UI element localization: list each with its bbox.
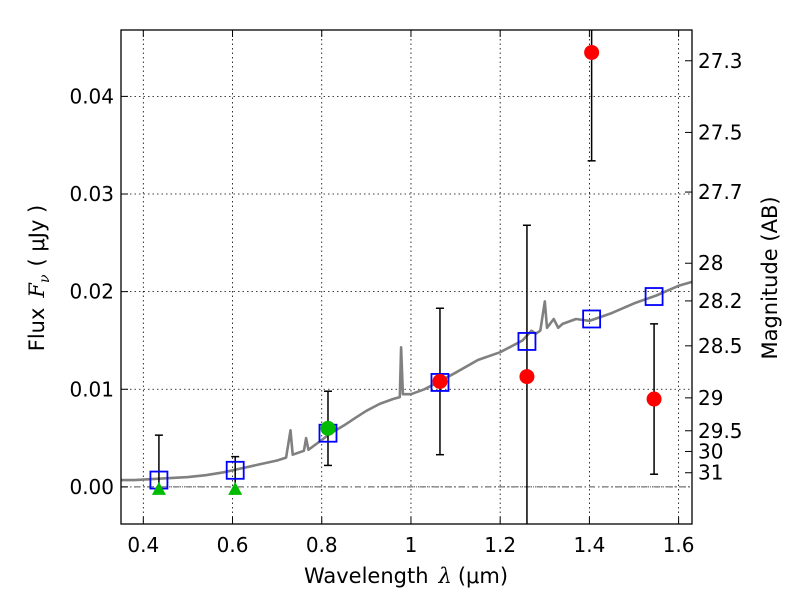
- spectrum-line: [121, 280, 693, 482]
- y2-tick-label: 29.5: [698, 419, 743, 443]
- x-tick-label: 0.6: [217, 533, 249, 557]
- plot-frame: [120, 29, 693, 525]
- x-tick-label: 1.2: [484, 533, 516, 557]
- y-axis-ticks: 0.00 0.01 0.02 0.03 0.04: [69, 84, 128, 499]
- model-flux-square-marker: [582, 309, 602, 329]
- x-axis-ticks: 0.4 0.6 0.8 1 1.2 1.4 1.6: [127, 30, 695, 557]
- y2-axis-label: Magnitude (AB): [758, 196, 782, 359]
- y2-tick-label: 27.7: [698, 180, 743, 204]
- data-markers: [149, 44, 664, 495]
- y2-tick-label: 31: [698, 461, 723, 485]
- model-flux-square-marker: [430, 373, 450, 392]
- model-flux-square-marker: [225, 460, 245, 480]
- x-tick-label: 1: [405, 533, 418, 557]
- y2-tick-label: 28: [698, 251, 723, 275]
- y2-tick-label: 28.5: [698, 334, 743, 358]
- y-tick-label: 0.04: [69, 84, 114, 108]
- y2-tick-label: 29: [698, 386, 723, 410]
- y-tick-label: 0.03: [69, 182, 114, 206]
- x-tick-label: 0.8: [306, 533, 338, 557]
- x-axis-label: Wavelength λ (μm): [304, 564, 508, 588]
- upper-limit-triangle-marker: [151, 481, 166, 495]
- flux-circle-marker: [584, 44, 600, 60]
- flux-circle-marker: [320, 420, 336, 436]
- model-flux-square-marker: [517, 332, 537, 351]
- upper-limit-triangle-marker: [228, 481, 243, 495]
- y2-tick-label: 28.2: [698, 289, 743, 313]
- y2-tick-label: 30: [698, 439, 723, 463]
- y-tick-label: 0.01: [69, 377, 114, 401]
- y-tick-label: 0.02: [69, 280, 114, 304]
- model-spectrum: [121, 280, 693, 482]
- y2-tick-label: 27.5: [698, 120, 743, 144]
- model-flux-square-marker: [644, 287, 664, 306]
- x-tick-label: 1.6: [663, 533, 695, 557]
- flux-circle-marker: [432, 373, 448, 389]
- flux-circle-marker: [646, 391, 662, 407]
- flux-circle-marker: [519, 369, 535, 385]
- y-axis-label: FluxFν( μJy ): [25, 205, 53, 351]
- x-tick-label: 0.4: [127, 533, 159, 557]
- x-tick-label: 1.4: [573, 533, 605, 557]
- y2-tick-label: 27.3: [698, 49, 743, 73]
- y-tick-label: 0.00: [69, 475, 114, 499]
